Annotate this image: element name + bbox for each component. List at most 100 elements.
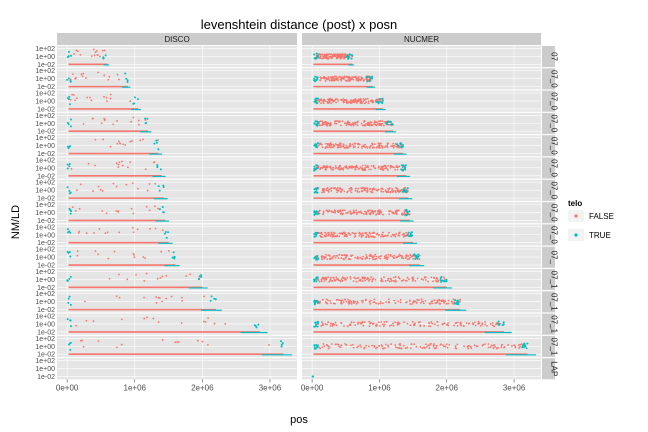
point-false xyxy=(352,78,355,81)
point-false xyxy=(354,324,357,326)
point-false xyxy=(345,233,348,236)
point-true xyxy=(280,340,283,343)
point-true xyxy=(521,346,524,349)
legend-dot-true xyxy=(574,233,578,237)
point-false xyxy=(502,346,505,349)
point-false xyxy=(97,185,100,188)
panel xyxy=(57,202,297,224)
point-false xyxy=(388,187,390,190)
panel xyxy=(57,46,297,68)
point-false xyxy=(325,166,328,168)
point-false xyxy=(372,277,375,280)
point-false xyxy=(408,278,410,281)
point-false xyxy=(354,166,357,169)
facet-row-strip xyxy=(542,135,555,157)
point-false xyxy=(422,279,425,281)
point-false xyxy=(479,325,482,327)
point-false xyxy=(119,142,122,145)
point-false xyxy=(82,345,85,348)
facet-strip-label: NUCMER xyxy=(404,35,439,44)
point-false xyxy=(389,165,392,167)
point-false xyxy=(367,234,370,237)
point-true xyxy=(66,228,69,231)
point-false xyxy=(513,344,515,347)
point-false xyxy=(336,119,338,122)
y-tick-label: 1e+00 xyxy=(35,321,55,328)
point-false xyxy=(390,145,393,148)
point-false xyxy=(132,212,135,215)
point-false xyxy=(321,120,323,123)
point-false xyxy=(392,256,395,259)
point-false xyxy=(330,343,333,345)
point-false xyxy=(85,232,88,235)
facet-row-label: 07_0 xyxy=(550,226,559,244)
point-false xyxy=(338,164,341,167)
point-false xyxy=(374,278,377,281)
point-false xyxy=(161,229,164,232)
point-false xyxy=(474,324,477,327)
facet-row-label: 07_0 xyxy=(550,159,559,177)
point-false xyxy=(329,234,332,237)
y-tick-label: 1e+00 xyxy=(35,143,55,150)
point-false xyxy=(328,56,330,58)
point-false xyxy=(407,255,409,257)
point-false xyxy=(361,301,364,304)
point-false xyxy=(338,120,341,123)
point-false xyxy=(103,95,105,98)
panel xyxy=(57,224,297,246)
point-true xyxy=(371,77,374,80)
point-false xyxy=(335,167,338,169)
point-false xyxy=(380,122,383,125)
point-false xyxy=(327,76,330,78)
point-true xyxy=(69,212,72,215)
point-false xyxy=(148,183,151,185)
point-false xyxy=(451,300,453,303)
point-false xyxy=(136,228,139,231)
point-false xyxy=(514,345,517,347)
point-true xyxy=(280,345,283,348)
point-false xyxy=(76,250,79,252)
point-false xyxy=(356,120,359,123)
point-false xyxy=(401,213,404,216)
point-false xyxy=(72,73,74,76)
point-false xyxy=(330,302,332,305)
point-false xyxy=(378,344,381,347)
point-false xyxy=(369,322,371,325)
point-false xyxy=(129,140,132,143)
point-false xyxy=(390,280,393,282)
point-false xyxy=(467,347,470,350)
point-true xyxy=(281,342,284,345)
point-false xyxy=(360,211,362,214)
point-true xyxy=(200,275,203,278)
point-false xyxy=(355,302,358,305)
point-false xyxy=(385,301,387,303)
point-false xyxy=(352,166,355,169)
y-tick-label: 1e+02 xyxy=(35,247,55,254)
point-false xyxy=(416,277,419,280)
point-true xyxy=(454,299,457,302)
point-false xyxy=(336,98,339,101)
point-false xyxy=(144,257,146,259)
point-true xyxy=(456,299,459,302)
point-false xyxy=(412,301,415,304)
point-false xyxy=(343,258,345,261)
point-false xyxy=(408,213,411,216)
point-true xyxy=(315,280,318,283)
point-false xyxy=(387,190,390,192)
point-false xyxy=(394,279,397,281)
point-false xyxy=(324,277,327,280)
point-false xyxy=(142,138,144,141)
point-false xyxy=(323,166,326,169)
y-tick-label: 1e+00 xyxy=(35,121,55,128)
point-false xyxy=(322,121,325,124)
point-false xyxy=(360,78,362,81)
point-false xyxy=(158,297,161,299)
point-false xyxy=(342,168,345,171)
point-true xyxy=(523,345,526,348)
point-false xyxy=(398,165,401,168)
panel xyxy=(302,202,541,224)
point-false xyxy=(410,343,413,345)
point-false xyxy=(422,302,425,305)
point-false xyxy=(101,49,104,52)
point-false xyxy=(391,189,393,192)
